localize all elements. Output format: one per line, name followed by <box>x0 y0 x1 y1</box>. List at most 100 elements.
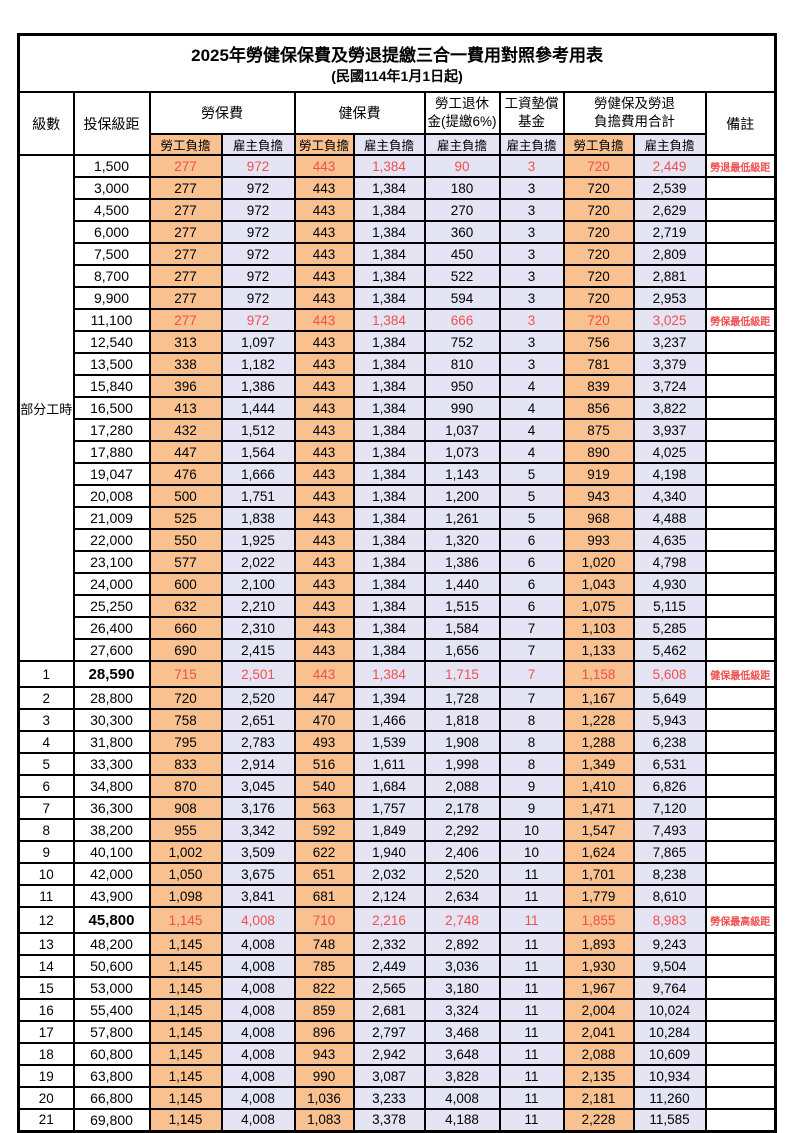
cell-remark <box>704 998 777 1022</box>
cell-bracket: 28,590 <box>72 660 151 688</box>
cell-remark <box>704 550 777 574</box>
cell-labor-employee: 1,050 <box>148 862 223 886</box>
cell-labor-employee: 1,002 <box>148 840 223 864</box>
cell-level: 6 <box>17 774 75 798</box>
cell-health-employee: 681 <box>293 884 355 908</box>
cell-labor-employee: 720 <box>148 686 223 710</box>
cell-fund-employer: 10 <box>498 840 565 864</box>
cell-bracket: 13,500 <box>72 352 151 376</box>
table-title-cell: 2025年勞健保保費及勞退提繳三合一費用對照參考用表 (民國114年1月1日起) <box>17 33 777 93</box>
cell-labor-employee: 795 <box>148 730 223 754</box>
cell-pension-employer: 2,892 <box>423 932 501 956</box>
cell-labor-employee: 1,145 <box>148 954 223 978</box>
cell-health-employee: 443 <box>293 374 355 398</box>
cell-fund-employer: 9 <box>498 796 565 820</box>
cell-labor-employer: 1,097 <box>220 330 296 354</box>
table-row: 16 55,400 1,145 4,008 859 2,681 3,324 11 2,004 10… <box>17 998 777 1022</box>
cell-level: 8 <box>17 818 75 842</box>
cell-total-employee: 2,181 <box>562 1086 635 1110</box>
header-labor-insurance: 勞保費 <box>148 91 296 135</box>
cell-fund-employer: 6 <box>498 594 565 618</box>
cell-pension-employer: 2,748 <box>423 906 501 934</box>
cell-pension-employer: 2,292 <box>423 818 501 842</box>
cell-labor-employee: 1,098 <box>148 884 223 908</box>
cell-fund-employer: 11 <box>498 954 565 978</box>
cell-bracket: 60,800 <box>72 1042 151 1066</box>
cell-labor-employer: 1,751 <box>220 484 296 508</box>
cell-bracket: 4,500 <box>72 198 151 222</box>
cell-labor-employer: 2,520 <box>220 686 296 710</box>
cell-health-employee: 443 <box>293 462 355 486</box>
cell-bracket: 15,840 <box>72 374 151 398</box>
cell-bracket: 34,800 <box>72 774 151 798</box>
cell-labor-employee: 1,145 <box>148 906 223 934</box>
cell-labor-employer: 2,100 <box>220 572 296 596</box>
table-row: 9 40,100 1,002 3,509 622 1,940 2,406 10 1,624 7,8… <box>17 840 777 864</box>
subheader-labor-employee: 勞工負擔 <box>148 133 223 156</box>
cell-labor-employer: 2,501 <box>220 660 296 688</box>
cell-total-employer: 8,238 <box>632 862 707 886</box>
cell-bracket: 20,008 <box>72 484 151 508</box>
cell-total-employee: 720 <box>562 154 635 178</box>
cell-labor-employee: 277 <box>148 242 223 266</box>
cell-labor-employer: 972 <box>220 264 296 288</box>
cell-level: 19 <box>17 1064 75 1088</box>
cell-labor-employee: 1,145 <box>148 976 223 1000</box>
cell-health-employee: 943 <box>293 1042 355 1066</box>
cell-pension-employer: 3,828 <box>423 1064 501 1088</box>
cell-total-employee: 1,855 <box>562 906 635 934</box>
cell-health-employer: 1,384 <box>352 308 426 332</box>
cell-level: 21 <box>17 1108 75 1132</box>
header-pension: 勞工退休 金(提繳6%) <box>423 91 501 135</box>
table-row: 20,008 500 1,751 443 1,384 1,200 5 943 4,340 <box>19 484 777 508</box>
cell-labor-employer: 1,444 <box>220 396 296 420</box>
cell-bracket: 57,800 <box>72 1020 151 1044</box>
cell-level: 16 <box>17 998 75 1022</box>
cell-total-employer: 4,025 <box>632 440 707 464</box>
cell-pension-employer: 1,037 <box>423 418 501 442</box>
cell-total-employer: 4,930 <box>632 572 707 596</box>
table-row: 10 42,000 1,050 3,675 651 2,032 2,520 11 1,701 8,… <box>17 862 777 886</box>
cell-total-employee: 1,349 <box>562 752 635 776</box>
cell-remark <box>704 418 777 442</box>
cell-level: 13 <box>17 932 75 956</box>
cell-health-employer: 1,384 <box>352 528 426 552</box>
cell-remark <box>704 708 777 732</box>
cell-pension-employer: 2,088 <box>423 774 501 798</box>
cell-bracket: 48,200 <box>72 932 151 956</box>
cell-total-employee: 1,133 <box>562 638 635 662</box>
cell-bracket: 21,009 <box>72 506 151 530</box>
cell-bracket: 50,600 <box>72 954 151 978</box>
cell-labor-employee: 955 <box>148 818 223 842</box>
cell-pension-employer: 90 <box>423 154 501 178</box>
cell-fund-employer: 4 <box>498 396 565 420</box>
cell-bracket: 45,800 <box>72 906 151 934</box>
cell-labor-employee: 908 <box>148 796 223 820</box>
cell-total-employee: 875 <box>562 418 635 442</box>
cell-total-employer: 10,934 <box>632 1064 707 1088</box>
cell-total-employer: 3,237 <box>632 330 707 354</box>
table-row: 12 45,800 1,145 4,008 710 2,216 2,748 11 1,855 8,… <box>17 906 777 934</box>
cell-fund-employer: 3 <box>498 308 565 332</box>
table-body: 部分工時 1,500 277 972 443 1,384 90 3 720 2,449 勞退最低級距… <box>17 154 777 1132</box>
cell-labor-employer: 4,008 <box>220 1108 296 1132</box>
cell-bracket: 26,400 <box>72 616 151 640</box>
cell-total-employee: 2,004 <box>562 998 635 1022</box>
cell-pension-employer: 950 <box>423 374 501 398</box>
cell-fund-employer: 6 <box>498 528 565 552</box>
cell-total-employee: 943 <box>562 484 635 508</box>
subheader-total-employer: 雇主負擔 <box>632 133 707 156</box>
cell-labor-employer: 1,182 <box>220 352 296 376</box>
cell-remark <box>704 1108 777 1132</box>
cell-remark: 健保最低級距 <box>704 660 777 688</box>
cell-pension-employer: 3,180 <box>423 976 501 1000</box>
cell-fund-employer: 11 <box>498 884 565 908</box>
cell-pension-employer: 180 <box>423 176 501 200</box>
cell-total-employee: 756 <box>562 330 635 354</box>
cell-health-employee: 443 <box>293 154 355 178</box>
cell-total-employee: 919 <box>562 462 635 486</box>
cell-labor-employee: 447 <box>148 440 223 464</box>
cell-fund-employer: 3 <box>498 352 565 376</box>
cell-remark <box>704 976 777 1000</box>
cell-total-employer: 5,115 <box>632 594 707 618</box>
